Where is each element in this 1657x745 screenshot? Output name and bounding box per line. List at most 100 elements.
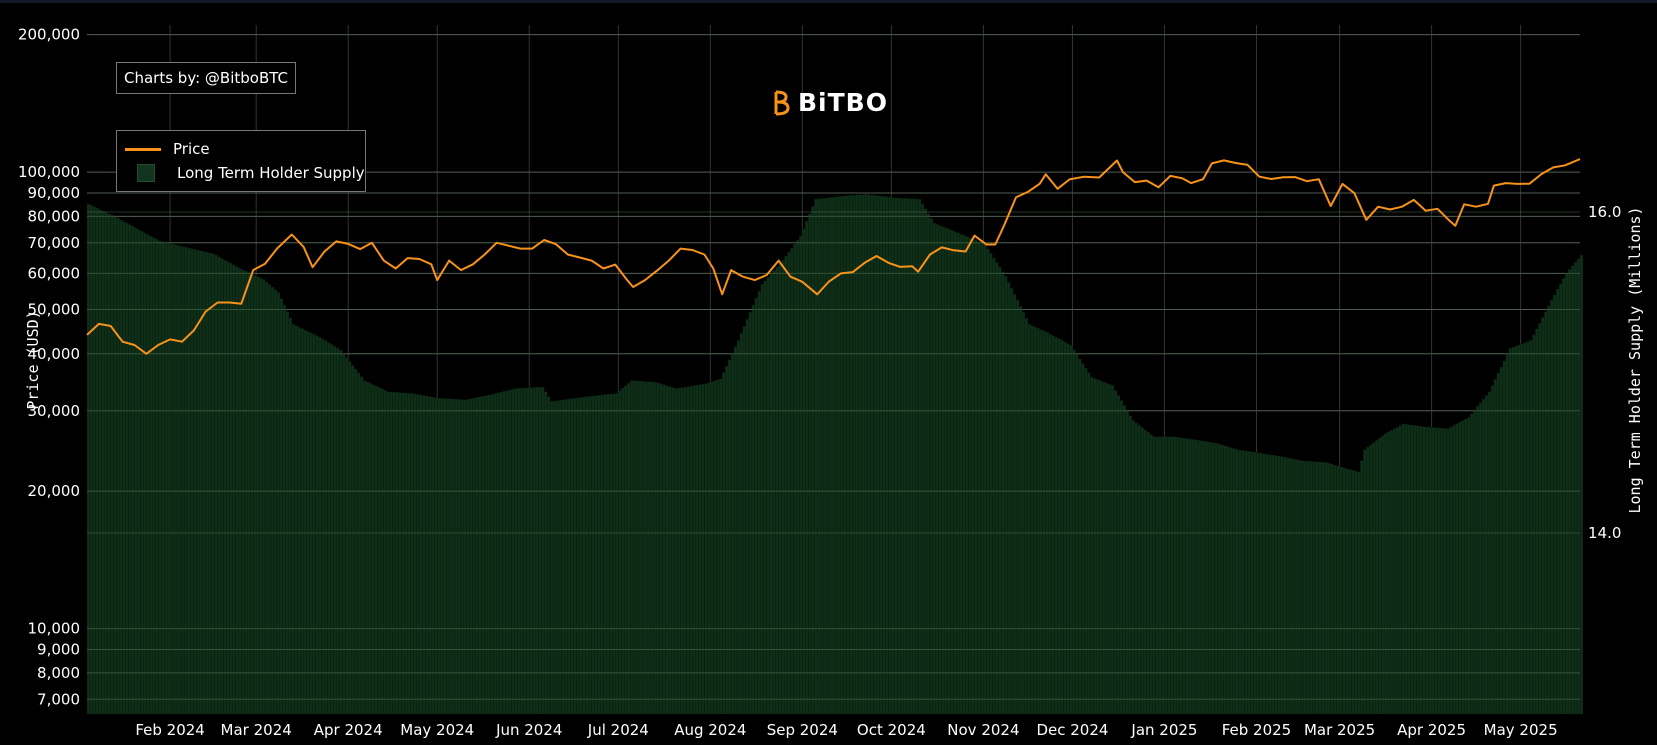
- supply-bar: [1339, 466, 1343, 715]
- supply-bar: [932, 223, 937, 715]
- supply-bar: [1078, 358, 1082, 715]
- supply-bar: [1140, 427, 1144, 715]
- supply-bar: [1134, 422, 1138, 715]
- supply-bar: [1493, 379, 1498, 715]
- supply-bar: [1004, 276, 1008, 715]
- supply-bar: [300, 328, 304, 715]
- supply-bar: [1461, 420, 1465, 715]
- supply-bar: [181, 246, 186, 715]
- supply-bar: [564, 399, 568, 715]
- supply-bar: [778, 263, 782, 715]
- supply-bar: [722, 372, 726, 715]
- supply-bar: [371, 384, 376, 715]
- supply-bar: [1398, 425, 1403, 715]
- supply-bar: [1309, 461, 1314, 715]
- supply-bar: [867, 194, 871, 715]
- supply-bar: [974, 240, 978, 715]
- supply-bar: [1300, 460, 1305, 715]
- y-tick-label: 50,000: [28, 301, 81, 319]
- supply-bar: [1024, 318, 1029, 715]
- supply-bar: [98, 209, 102, 715]
- supply-bar: [1363, 449, 1367, 715]
- supply-bar: [380, 388, 384, 715]
- supply-bar: [739, 333, 744, 715]
- supply-bar: [1562, 278, 1566, 715]
- supply-bar: [235, 266, 239, 715]
- supply-bar: [683, 386, 687, 715]
- supply-bar: [1395, 426, 1400, 715]
- supply-bar: [775, 266, 779, 715]
- supply-bar: [526, 387, 530, 715]
- supply-bar: [1001, 271, 1005, 715]
- supply-bar: [374, 385, 379, 715]
- supply-bar: [359, 376, 364, 715]
- supply-bar: [463, 399, 468, 715]
- x-tick-label: Dec 2024: [1036, 721, 1108, 739]
- supply-bar: [169, 243, 174, 715]
- supply-bar: [1241, 450, 1245, 715]
- supply-bar: [161, 241, 165, 715]
- supply-bar: [419, 394, 423, 715]
- x-tick-label: Nov 2024: [947, 721, 1019, 739]
- supply-bar: [576, 397, 580, 715]
- supply-bar: [487, 394, 491, 715]
- supply-bar: [143, 232, 147, 715]
- supply-bar: [811, 206, 815, 715]
- supply-bar: [1283, 457, 1287, 715]
- supply-bar: [638, 380, 643, 715]
- supply-bar: [529, 387, 533, 715]
- supply-bar: [597, 395, 601, 715]
- supply-bar: [1434, 427, 1438, 715]
- supply-bar: [505, 390, 509, 715]
- supply-bar: [828, 197, 833, 715]
- supply-bar: [1081, 363, 1085, 715]
- supply-bar: [1226, 446, 1230, 715]
- supply-bar: [211, 253, 215, 715]
- supply-bar: [1128, 415, 1132, 715]
- supply-bar: [926, 213, 931, 715]
- supply-bar: [983, 243, 987, 715]
- supply-bar: [499, 391, 503, 715]
- supply-bar: [630, 380, 634, 715]
- y-tick-label: 8,000: [37, 664, 80, 682]
- supply-bar: [570, 398, 574, 715]
- supply-bar: [929, 218, 934, 715]
- supply-bar: [1012, 294, 1017, 715]
- supply-bar: [736, 340, 741, 715]
- legend-item-supply[interactable]: Long Term Holder Supply: [125, 163, 365, 183]
- supply-bar: [656, 382, 661, 715]
- supply-bar: [425, 395, 429, 715]
- supply-bar: [885, 196, 889, 715]
- supply-bar: [781, 259, 785, 715]
- x-tick-label: Mar 2025: [1304, 721, 1375, 739]
- supply-bar: [1075, 354, 1079, 715]
- supply-bar: [448, 398, 453, 715]
- supply-bar: [178, 245, 183, 715]
- supply-bar: [1063, 341, 1067, 715]
- supply-bar: [757, 291, 761, 715]
- supply-bar: [104, 212, 108, 715]
- supply-bar: [754, 298, 758, 715]
- supply-bar: [606, 394, 610, 715]
- supply-bar: [695, 385, 699, 715]
- legend-item-price[interactable]: Price: [125, 139, 210, 159]
- supply-bar: [662, 384, 666, 715]
- supply-bar: [1238, 449, 1242, 715]
- supply-bar: [956, 232, 960, 715]
- supply-bar: [321, 338, 325, 715]
- supply-bar: [1360, 460, 1364, 715]
- supply-bar: [1437, 427, 1441, 715]
- supply-bar: [1030, 325, 1035, 715]
- y-gridlines-overlay: [87, 34, 1580, 700]
- supply-bar: [674, 388, 678, 715]
- supply-bar: [1401, 423, 1406, 715]
- supply-bar: [573, 398, 577, 715]
- supply-bar: [1291, 458, 1296, 715]
- supply-bar: [1452, 425, 1456, 715]
- supply-bar: [1565, 272, 1569, 715]
- supply-bar: [944, 227, 948, 715]
- supply-bar: [1214, 442, 1219, 715]
- supply-bar: [582, 396, 586, 715]
- supply-bar: [164, 242, 168, 715]
- supply-bar: [1538, 323, 1542, 715]
